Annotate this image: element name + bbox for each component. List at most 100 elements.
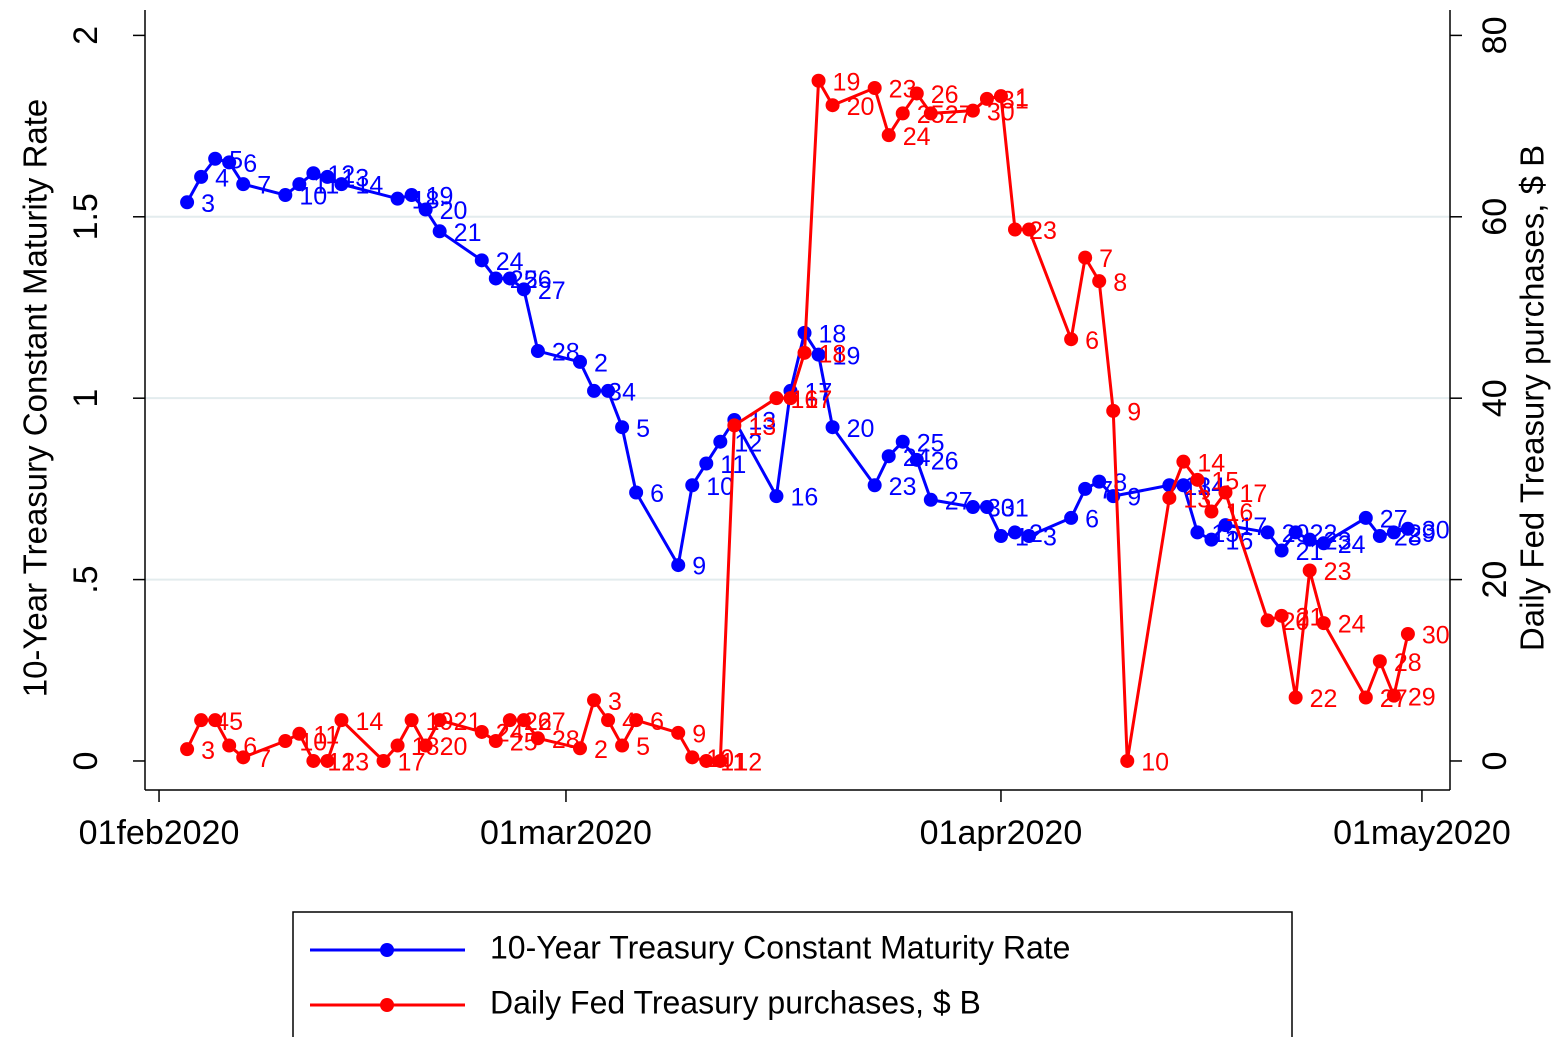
point-label: 5: [636, 733, 650, 761]
point-label: 30: [1422, 622, 1450, 650]
data-point: [530, 344, 545, 359]
data-point: [222, 738, 237, 753]
data-point: [208, 151, 223, 166]
data-point: [516, 282, 531, 297]
point-label: 3: [201, 737, 215, 765]
y-tick-label: .5: [67, 565, 105, 593]
data-point: [923, 492, 938, 507]
point-label: 23: [1324, 558, 1352, 586]
data-point: [979, 91, 994, 106]
data-point: [615, 738, 630, 753]
data-point: [1400, 521, 1415, 536]
data-point: [1022, 222, 1037, 237]
point-label: 24: [903, 123, 931, 151]
data-point: [587, 383, 602, 398]
data-point: [236, 750, 251, 765]
point-label: 17: [804, 379, 832, 407]
data-point: [993, 89, 1008, 104]
data-point: [390, 191, 405, 206]
data-point: [1260, 525, 1275, 540]
point-label: 29: [1408, 683, 1436, 711]
point-label: 6: [650, 708, 664, 736]
data-point: [965, 500, 980, 515]
data-point: [1302, 532, 1317, 547]
point-label: 19: [833, 68, 861, 96]
data-point: [685, 478, 700, 493]
data-point: [1288, 690, 1303, 705]
data-point: [320, 753, 335, 768]
point-label: 3: [201, 190, 215, 218]
data-point: [601, 383, 616, 398]
point-label: 4: [215, 164, 229, 192]
data-point: [1400, 627, 1415, 641]
data-point: [1190, 472, 1205, 487]
data-point: [404, 713, 419, 728]
point-label: 24: [496, 248, 524, 276]
point-label: 20: [440, 197, 468, 225]
data-point: [1274, 543, 1289, 558]
point-label: 24: [1338, 611, 1366, 639]
data-point: [334, 713, 349, 728]
point-label: 26: [931, 447, 959, 475]
data-point: [418, 738, 433, 753]
data-point: [306, 753, 321, 768]
data-point: [1204, 504, 1219, 519]
point-label: 6: [650, 480, 664, 508]
data-point: [1316, 536, 1331, 551]
data-point: [699, 456, 714, 471]
point-label: 28: [1394, 649, 1422, 677]
point-label: 3: [1043, 524, 1057, 552]
data-point: [1120, 753, 1135, 768]
data-point: [390, 738, 405, 753]
data-point: [404, 188, 419, 203]
point-label: 9: [692, 720, 706, 748]
y2-tick-label: 60: [1476, 198, 1514, 236]
data-point: [194, 169, 209, 184]
data-point: [867, 81, 882, 95]
data-point: [1092, 274, 1107, 289]
point-label: 20: [847, 93, 875, 121]
data-point: [180, 742, 195, 757]
data-point: [278, 734, 293, 749]
data-point: [587, 693, 602, 708]
data-point: [1176, 478, 1191, 493]
data-point: [811, 347, 826, 362]
data-point: [601, 713, 616, 728]
data-point: [474, 724, 489, 739]
data-point: [432, 713, 447, 728]
point-label: 18: [819, 320, 847, 348]
point-label: 18: [819, 340, 847, 368]
point-label: 20: [847, 415, 875, 443]
x-tick-label: 01feb2020: [79, 814, 240, 852]
data-point: [1162, 490, 1177, 505]
y2-tick-label: 0: [1476, 752, 1514, 771]
data-point: [979, 500, 994, 515]
point-label: 27: [538, 708, 566, 736]
data-point: [1358, 510, 1373, 525]
point-label: 8: [1113, 269, 1127, 297]
point-label: 14: [1197, 449, 1225, 477]
legend-marker: [380, 943, 394, 957]
data-point: [993, 529, 1008, 544]
data-point: [376, 753, 391, 768]
y2-axis-title: Daily Fed Treasury purchases, $ B: [1514, 145, 1551, 651]
point-label: 31: [1001, 495, 1029, 523]
data-point: [1372, 529, 1387, 544]
data-point: [488, 734, 503, 749]
point-label: 1: [1015, 84, 1029, 112]
data-point: [278, 188, 293, 203]
point-label: 20: [440, 733, 468, 761]
point-label: 12: [734, 749, 762, 777]
data-point: [334, 177, 349, 192]
point-label: 3: [608, 688, 622, 716]
data-point: [320, 169, 335, 184]
point-label: 10: [706, 473, 734, 501]
data-point: [629, 713, 644, 728]
y-tick-label: 0: [67, 752, 105, 771]
point-label: 4: [622, 379, 636, 407]
point-label: 9: [692, 553, 706, 581]
point-label: 19: [833, 342, 861, 370]
data-point: [867, 478, 882, 493]
data-point: [1386, 688, 1401, 703]
